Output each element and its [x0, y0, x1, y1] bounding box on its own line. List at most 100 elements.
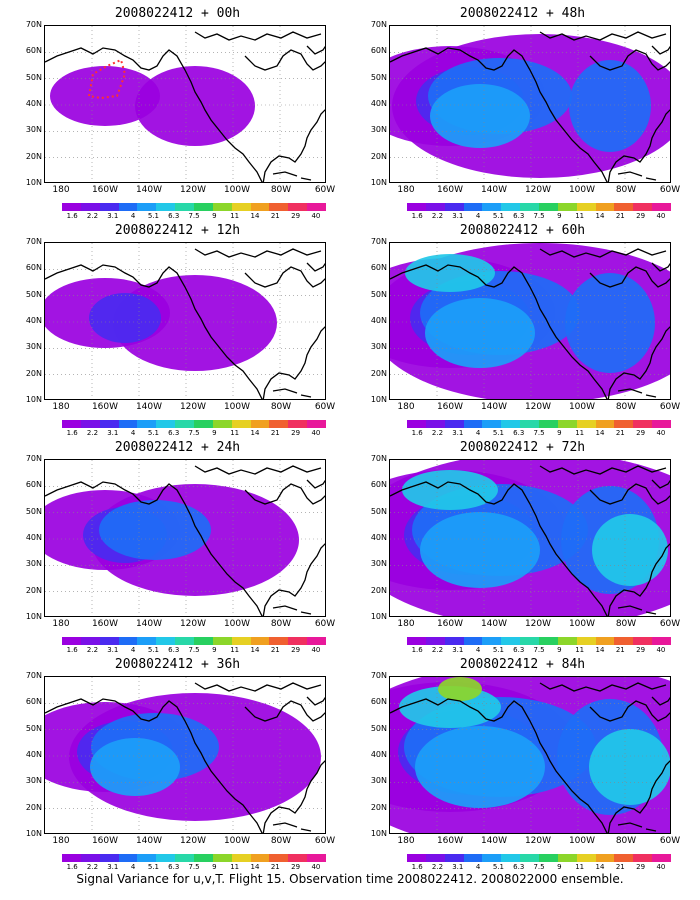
variance-contour [438, 677, 482, 701]
lon-tick-label: 160W [91, 619, 119, 629]
colorbar-swatch [614, 203, 634, 211]
colorbar-label: 14 [595, 863, 605, 871]
colorbar-swatch [595, 420, 615, 428]
colorbar-labels: 1.6 2.2 3.1 4 5.1 6.3 7.5 9 11 14 21 29 40 [62, 212, 326, 222]
colorbar-label: 4 [130, 429, 136, 437]
colorbar-label: 7.5 [188, 863, 200, 871]
lon-tick-label: 120W [524, 402, 552, 412]
coastline [390, 481, 608, 616]
lon-tick-label: 100W [568, 836, 596, 846]
coastline [272, 605, 298, 611]
colorbar-label: 5.1 [147, 212, 159, 220]
lon-tick-label: 80W [615, 402, 637, 412]
colorbar-swatch [80, 637, 100, 645]
coastline [607, 109, 670, 182]
variance-contour [90, 738, 180, 796]
coastline [300, 611, 312, 615]
colorbar-label: 21 [270, 429, 280, 437]
lat-tick-label: 20N [370, 585, 387, 595]
colorbar-swatch [595, 203, 615, 211]
colorbar-label: 9 [557, 863, 562, 871]
lat-tick-label: 30N [25, 776, 42, 786]
panel-title: 2008022412 + 00h [114, 6, 241, 21]
colorbar-label: 4 [475, 646, 481, 654]
colorbar-swatch [501, 420, 521, 428]
colorbar-label: 40 [656, 212, 666, 220]
lat-tick-label: 60N [25, 697, 42, 707]
colorbar-swatch [80, 420, 100, 428]
colorbar-label: 40 [656, 863, 666, 871]
colorbar-label: 4 [130, 212, 136, 220]
colorbar-labels: 1.6 2.2 3.1 4 5.1 6.3 7.5 9 11 14 21 29 40 [407, 429, 671, 439]
coastline [651, 696, 670, 706]
colorbar-swatch [633, 203, 653, 211]
lon-tick-label: 140W [480, 185, 508, 195]
lon-tick-label: 180 [397, 836, 415, 846]
lat-tick-label: 70N [25, 20, 42, 29]
variance-field [45, 677, 325, 833]
colorbar-label: 40 [311, 646, 321, 654]
lat-tick-label: 20N [25, 368, 42, 378]
variance-map [44, 25, 326, 183]
map-panel: 2008022412 + 00h 70N 60N 50N 40N 30N 20N 10N 180… [10, 5, 345, 220]
colorbar-swatch [576, 420, 596, 428]
colorbar [407, 854, 672, 862]
colorbar-label: 6.3 [513, 863, 525, 871]
panel-title: 2008022412 + 48h [459, 6, 586, 21]
variance-field [390, 677, 670, 833]
colorbar-label: 2.2 [431, 212, 444, 220]
colorbar-label: 6.3 [168, 863, 180, 871]
colorbar-swatch [482, 420, 502, 428]
lon-tick-label: 60W [659, 619, 681, 629]
colorbar-swatch [194, 854, 213, 862]
coastline [306, 262, 325, 272]
lon-tick-label: 100W [568, 619, 596, 629]
colorbar-swatch [652, 637, 672, 645]
coastline [390, 698, 608, 833]
variance-map [389, 676, 671, 834]
colorbar-swatch [250, 420, 270, 428]
colorbar-swatch [137, 203, 157, 211]
lon-tick-label: 120W [179, 836, 207, 846]
lat-tick-label: 70N [370, 454, 387, 463]
coastline [300, 177, 312, 181]
lon-tick-label: 180 [52, 402, 70, 412]
colorbar-swatch [614, 854, 634, 862]
colorbar-swatch [288, 420, 308, 428]
map-panel: 2008022412 + 48h 70N 60N 50N 40N 30N 20N 10N 180… [355, 5, 690, 220]
lon-tick-label: 60W [314, 185, 336, 195]
colorbar-swatch [62, 854, 81, 862]
colorbar-swatch [194, 420, 213, 428]
colorbar-label: 7.5 [188, 429, 200, 437]
lat-tick-label: 60N [370, 697, 387, 707]
colorbar-swatch [520, 854, 540, 862]
colorbar-swatch [156, 637, 176, 645]
colorbar-swatch [576, 203, 596, 211]
colorbar-label: 9 [557, 212, 562, 220]
panel-title: 2008022412 + 36h [114, 657, 241, 672]
variance-map [44, 242, 326, 400]
colorbar-swatch [99, 854, 119, 862]
map-panel: 2008022412 + 24h 70N 60N 50N 40N 30N 20N 10N 180… [10, 439, 345, 654]
coastline [589, 266, 670, 288]
lat-tick-label: 10N [370, 829, 387, 838]
coastline [45, 481, 263, 616]
colorbar-label: 11 [575, 429, 585, 437]
coastline [607, 326, 670, 399]
colorbar-label: 29 [636, 646, 646, 654]
lon-tick-label: 120W [524, 185, 552, 195]
coastline [244, 266, 325, 288]
colorbar-label: 40 [311, 863, 321, 871]
variance-contour [405, 254, 495, 292]
colorbar-label: 3.1 [452, 429, 464, 437]
colorbar-label: 14 [595, 429, 605, 437]
colorbar-label: 1.6 [66, 863, 78, 871]
panel-title: 2008022412 + 24h [114, 440, 241, 455]
colorbar-swatch [425, 203, 445, 211]
colorbar-swatch [444, 637, 464, 645]
colorbar-label: 4 [475, 863, 481, 871]
colorbar-label: 14 [595, 646, 605, 654]
colorbar-swatch [118, 854, 138, 862]
lon-tick-label: 80W [270, 185, 292, 195]
colorbar-swatch [501, 637, 521, 645]
